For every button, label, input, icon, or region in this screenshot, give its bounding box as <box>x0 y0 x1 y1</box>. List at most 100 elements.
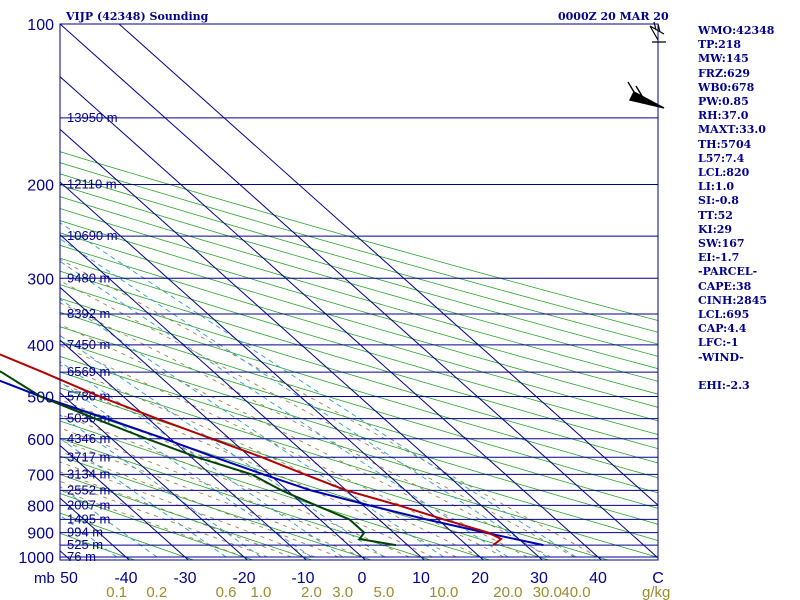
isotherms <box>60 24 658 560</box>
moist-adiabat-line <box>60 451 339 558</box>
dry-adiabats <box>60 151 658 560</box>
index-line: TT:52 <box>698 208 733 222</box>
temperature-tick-label: 30 <box>530 570 548 587</box>
index-line: KI:29 <box>698 222 733 236</box>
temperature-tick-label: -10 <box>291 570 314 587</box>
index-line: WMO:42348 <box>698 24 775 37</box>
height-label: 13950 m <box>67 110 118 125</box>
height-label: 9480 m <box>67 270 110 285</box>
dry-adiabat-line <box>60 257 658 435</box>
isotherm-line <box>60 128 544 560</box>
index-line: -PARCEL- <box>698 265 758 279</box>
index-line: CAP:4.4 <box>698 322 747 336</box>
index-line: EI:-1.7 <box>698 251 740 265</box>
height-label: 6569 m <box>67 364 110 379</box>
height-label: 1495 m <box>67 511 110 526</box>
isotherm-line <box>60 24 658 559</box>
pressure-tick-label: 100 <box>27 17 54 34</box>
dry-adiabat-line <box>60 232 658 408</box>
height-label: 5030 m <box>67 411 110 426</box>
dry-adiabat-line <box>60 371 658 558</box>
mixing-ratio-tick-label: 1.0 <box>251 584 272 600</box>
isotherm-line <box>118 24 658 506</box>
index-line: EHI:-2.3 <box>698 379 750 393</box>
index-line: LFC:-1 <box>698 336 739 350</box>
dry-adiabat-line <box>60 420 492 560</box>
sounding-indices-panel: WMO:42348 TP:218 MW:145 FRZ:629 WB0:678 PW:0.… <box>698 24 798 393</box>
temperature-trace <box>0 353 503 546</box>
dry-adiabat-line <box>60 162 658 333</box>
chart-title: VIJP (42348) Sounding <box>65 10 209 23</box>
mixing-ratio-tick-label: 0.6 <box>216 584 237 600</box>
dry-adiabat-line <box>60 512 195 560</box>
wind-barbs <box>627 21 666 109</box>
mixing-ratio-tick-label: 30.0 <box>533 584 562 600</box>
dry-adiabat-line <box>60 184 658 357</box>
pressure-tick-label: 800 <box>27 498 54 515</box>
dry-adiabat-line <box>60 244 658 422</box>
height-label: 994 m <box>67 525 103 540</box>
mixing-ratio-tick-label: 10.0 <box>429 584 458 600</box>
height-label: 76 m <box>67 549 96 564</box>
index-line: LI:1.0 <box>698 180 735 194</box>
index-spacer <box>698 365 798 379</box>
index-line: MW:145 <box>698 52 749 66</box>
height-label: 3134 m <box>67 466 110 481</box>
height-label: 7450 m <box>67 337 110 352</box>
isobars <box>60 23 658 558</box>
mixing-ratio-tick-label: 2.0 <box>301 584 322 600</box>
pressure-tick-label: 700 <box>27 467 54 484</box>
profiles <box>0 353 544 547</box>
dry-adiabat-line <box>60 173 658 345</box>
index-line: LCL:820 <box>698 166 750 180</box>
height-label: 10690 m <box>67 228 118 243</box>
temperature-tick-label: 40 <box>589 570 607 587</box>
dry-adiabat-line <box>60 297 658 479</box>
temperature-tick-label: -20 <box>232 570 255 587</box>
dry-adiabat-line <box>60 220 658 395</box>
dry-adiabat-line <box>60 284 658 464</box>
index-line: PW:0.85 <box>698 95 749 109</box>
height-label: 12110 m <box>67 176 117 191</box>
mixing-ratio-unit-label: g/kg <box>642 584 670 600</box>
height-label: 2007 m <box>67 497 110 512</box>
index-line: L57:7.4 <box>698 151 745 165</box>
temperature-tick-label: 0 <box>358 570 367 587</box>
mixing-ratio-line <box>60 361 343 558</box>
height-label: 525 m <box>67 537 103 552</box>
index-line: MAXT:33.0 <box>698 123 766 137</box>
dry-adiabat-line <box>60 151 658 321</box>
mixing-ratio-tick-label: 3.0 <box>332 584 353 600</box>
dry-adiabat-line <box>60 493 255 560</box>
index-line: SW:167 <box>698 237 745 251</box>
isotherm-line <box>60 181 485 560</box>
dry-adiabat-line <box>60 356 658 541</box>
temperature-unit-label: C <box>652 570 664 587</box>
chart-datetime: 0000Z 20 MAR 20 <box>558 10 669 23</box>
dry-adiabat-line <box>60 196 658 370</box>
height-label: 4346 m <box>67 431 110 446</box>
moist-adiabat-line <box>60 461 315 558</box>
mixing-ratio-tick-label: 0.1 <box>106 584 127 600</box>
temperature-tick-label: 10 <box>412 570 430 587</box>
dry-adiabat-line <box>60 326 658 509</box>
dry-adiabat-line <box>60 437 432 560</box>
mixing-ratio-line <box>60 222 577 558</box>
isotherm-line <box>60 286 367 560</box>
moist-adiabat-line <box>60 344 504 558</box>
mixing-ratio-line <box>60 298 444 558</box>
chart-header: VIJP (42348) Sounding 0000Z 20 MAR 20 <box>65 10 669 23</box>
isotherm-line <box>60 339 308 560</box>
height-label: 2552 m <box>67 482 110 497</box>
axes <box>59 23 659 561</box>
height-label: 8392 m <box>67 306 110 321</box>
mixing-ratio-tick-label: 20.0 <box>493 584 522 600</box>
temperature-tick-label: -30 <box>173 570 196 587</box>
index-line: CINH:2845 <box>698 293 768 307</box>
temperature-tick-label: 20 <box>471 570 489 587</box>
isotherm-line <box>60 234 426 560</box>
dry-adiabat-line <box>60 270 658 450</box>
wind-barb-flag <box>627 81 665 109</box>
temperature-tick-label: 50 <box>60 570 78 587</box>
